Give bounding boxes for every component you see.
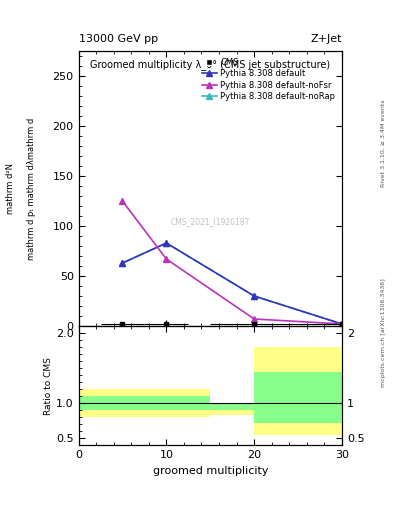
Pythia 8.308 default-noFsr xyxy=(164,256,169,262)
Text: mcplots.cern.ch [arXiv:1306.3436]: mcplots.cern.ch [arXiv:1306.3436] xyxy=(381,279,386,387)
Pythia 8.308 default xyxy=(164,240,169,246)
Text: CMS_2021_I1920187: CMS_2021_I1920187 xyxy=(171,217,250,226)
Pythia 8.308 default xyxy=(252,293,257,299)
Pythia 8.308 default xyxy=(340,321,344,327)
Pythia 8.308 default xyxy=(120,260,125,266)
Line: Pythia 8.308 default-noRap: Pythia 8.308 default-noRap xyxy=(120,240,345,327)
Pythia 8.308 default-noRap xyxy=(252,293,257,299)
Pythia 8.308 default-noFsr xyxy=(252,316,257,322)
Text: 13000 GeV pp: 13000 GeV pp xyxy=(79,33,158,44)
Legend: CMS, Pythia 8.308 default, Pythia 8.308 default-noFsr, Pythia 8.308 default-noRa: CMS, Pythia 8.308 default, Pythia 8.308 … xyxy=(199,55,338,104)
Text: mathrm d²N

mathrm d pₜ mathrm dλmathrm d: mathrm d²N mathrm d pₜ mathrm dλmathrm d xyxy=(6,117,36,260)
X-axis label: groomed multiplicity: groomed multiplicity xyxy=(152,466,268,476)
Line: Pythia 8.308 default: Pythia 8.308 default xyxy=(120,240,345,327)
Pythia 8.308 default-noRap xyxy=(164,240,169,246)
Pythia 8.308 default-noFsr xyxy=(340,321,344,327)
Text: Rivet 3.1.10, ≥ 3.4M events: Rivet 3.1.10, ≥ 3.4M events xyxy=(381,99,386,187)
Text: Z+Jet: Z+Jet xyxy=(310,33,342,44)
Text: Groomed multiplicity λ_0° (CMS jet substructure): Groomed multiplicity λ_0° (CMS jet subst… xyxy=(90,59,331,70)
Line: Pythia 8.308 default-noFsr: Pythia 8.308 default-noFsr xyxy=(120,198,345,327)
Pythia 8.308 default-noRap xyxy=(120,260,125,266)
Y-axis label: Ratio to CMS: Ratio to CMS xyxy=(44,357,53,415)
Pythia 8.308 default-noRap xyxy=(340,321,344,327)
Pythia 8.308 default-noFsr xyxy=(120,198,125,204)
